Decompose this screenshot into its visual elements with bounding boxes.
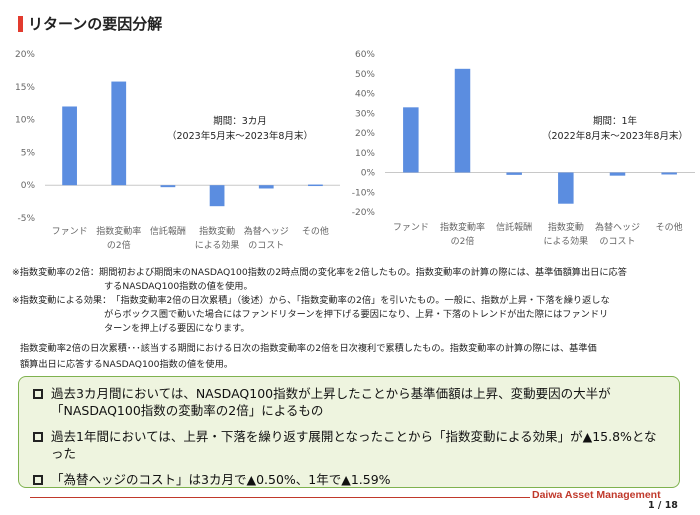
note-text-cont: ターンを押上げる要因になります。 <box>104 323 250 334</box>
y-tick-label: 5% <box>21 148 36 158</box>
category-label: による効果 <box>543 235 588 247</box>
category-label: 為替ヘッジ <box>595 221 640 233</box>
summary-bullet-3: 「為替ヘッジのコスト」は3カ月で▲0.50%、1年で▲1.59% <box>33 471 665 488</box>
y-tick-label: -5% <box>17 214 35 224</box>
y-tick-label: 60% <box>355 50 375 60</box>
y-tick-label: 10% <box>15 116 35 126</box>
bar <box>62 106 77 186</box>
bar <box>258 185 274 189</box>
category-label: のコスト <box>248 241 284 251</box>
bar <box>403 107 419 173</box>
period-label: 期間：1年 <box>593 115 638 127</box>
summary-box: 過去3カ月間においては、NASDAQ100指数が上昇したことから基準価額は上昇、… <box>18 376 680 488</box>
bar <box>558 172 574 204</box>
checkbox-bullet-icon <box>33 389 43 399</box>
y-tick-label: 20% <box>355 129 375 139</box>
bar <box>160 185 176 188</box>
category-label: の2倍 <box>107 239 131 251</box>
category-label: 指数変動 <box>199 225 235 237</box>
note-text-cont: がらボックス圏で動いた場合にはファンドリターンを押下げる要因になり、上昇・下落の… <box>104 309 609 320</box>
period-label: 期間：3カ月 <box>213 116 267 127</box>
bar <box>506 172 522 175</box>
chart-1-year: 60% 50% 40% 30% 20% 10% 0% -10% -20% ファンド 指数変動率の2倍… <box>350 42 700 260</box>
chart-1-year-svg: 60% 50% 40% 30% 20% 10% 0% -10% -20% ファンド 指数変動率の2倍… <box>352 50 695 247</box>
bullet-text: 過去3カ月間においては、NASDAQ100指数が上昇したことから基準価額は上昇、… <box>51 386 611 401</box>
y-tick-label: 0% <box>21 181 36 191</box>
y-tick-label: 15% <box>15 83 35 93</box>
category-label: 信託報酬 <box>496 221 532 233</box>
bullet-text: 「NASDAQ100指数の変動率の2倍」によるもの <box>51 403 324 418</box>
page-title: リターンの要因分解 <box>28 15 163 33</box>
bar <box>209 185 225 207</box>
y-tick-label: 20% <box>15 50 35 60</box>
period-range-label: （2022年8月末～2023年8月末） <box>542 130 688 142</box>
bar <box>661 172 677 175</box>
category-label: その他 <box>302 225 329 237</box>
bar <box>111 81 127 186</box>
category-label: 信託報酬 <box>150 225 186 237</box>
bullet-text: 過去1年間においては、上昇・下落を繰り返す展開となったことから「指数変動による効… <box>51 429 657 461</box>
footer-rule <box>30 497 530 498</box>
note-text: 期間初および期間末のNASDAQ100指数の2時点間の変化率を2倍したもの。指数… <box>99 267 627 278</box>
note-text: 「指数変動率2倍の日次累積」（後述）から、「指数変動率の2倍」を引いたもの。一般… <box>111 295 610 306</box>
summary-bullet-2: 過去1年間においては、上昇・下落を繰り返す展開となったことから「指数変動による効… <box>33 428 665 462</box>
note-index-effect: ※指数変動による効果： 「指数変動率2倍の日次累積」（後述）から、「指数変動率の… <box>12 294 692 308</box>
chart-3-months-svg: 20% 15% 10% 5% 0% -5% ファンド 指数変動率の2倍 信託報酬 指数変動による効… <box>15 50 340 251</box>
y-tick-label: 50% <box>355 70 375 80</box>
category-label: 指数変動率 <box>440 221 485 233</box>
y-tick-label: 10% <box>355 149 375 159</box>
note-text-cont: するNASDAQ100指数の値を使用。 <box>104 281 253 292</box>
category-label: ファンド <box>393 223 429 233</box>
footnotes: ※指数変動率の2倍： 期間初および期間末のNASDAQ100指数の2時点間の変化… <box>12 266 692 336</box>
page-number: 1 / 18 <box>648 500 678 511</box>
daily-note-line: 指数変動率2倍の日次累積･･･該当する期間における日次の指数変動率の2倍を日次複… <box>20 343 597 354</box>
bar <box>308 184 323 187</box>
y-tick-label: -20% <box>352 208 376 218</box>
category-label: 指数変動 <box>548 221 584 233</box>
daily-cumulative-note: 指数変動率2倍の日次累積･･･該当する期間における日次の指数変動率の2倍を日次複… <box>20 341 685 373</box>
brand-logo-text: Daiwa Asset Management <box>532 489 661 501</box>
daily-note-line: 額算出日に応答するNASDAQ100指数の値を使用。 <box>20 359 233 370</box>
category-label: の2倍 <box>451 235 475 247</box>
category-label: 為替ヘッジ <box>244 225 289 237</box>
bar <box>609 172 626 176</box>
period-range-label: （2023年5月末～2023年8月末） <box>167 130 313 142</box>
y-tick-label: 0% <box>361 169 376 179</box>
summary-bullet-1: 過去3カ月間においては、NASDAQ100指数が上昇したことから基準価額は上昇、… <box>33 385 665 419</box>
category-label: 指数変動率 <box>96 225 141 237</box>
checkbox-bullet-icon <box>33 475 43 485</box>
bullet-text: 「為替ヘッジのコスト」は3カ月で▲0.50%、1年で▲1.59% <box>51 472 391 487</box>
note-index-change: ※指数変動率の2倍： 期間初および期間末のNASDAQ100指数の2時点間の変化… <box>12 266 692 280</box>
y-tick-label: 40% <box>355 90 375 100</box>
y-tick-label: -10% <box>352 188 376 198</box>
chart-3-months: 20% 15% 10% 5% 0% -5% ファンド 指数変動率の2倍 信託報酬 指数変動による効… <box>0 42 345 260</box>
category-label: のコスト <box>599 237 635 247</box>
category-label: ファンド <box>52 227 88 237</box>
bar <box>454 68 471 173</box>
note-label: ※指数変動による効果： <box>12 295 112 306</box>
checkbox-bullet-icon <box>33 432 43 442</box>
title-accent-bar <box>18 16 23 32</box>
note-label: ※指数変動率の2倍： <box>12 267 100 278</box>
y-tick-label: 30% <box>355 109 375 119</box>
category-label: による効果 <box>195 239 240 251</box>
category-label: その他 <box>656 221 683 233</box>
